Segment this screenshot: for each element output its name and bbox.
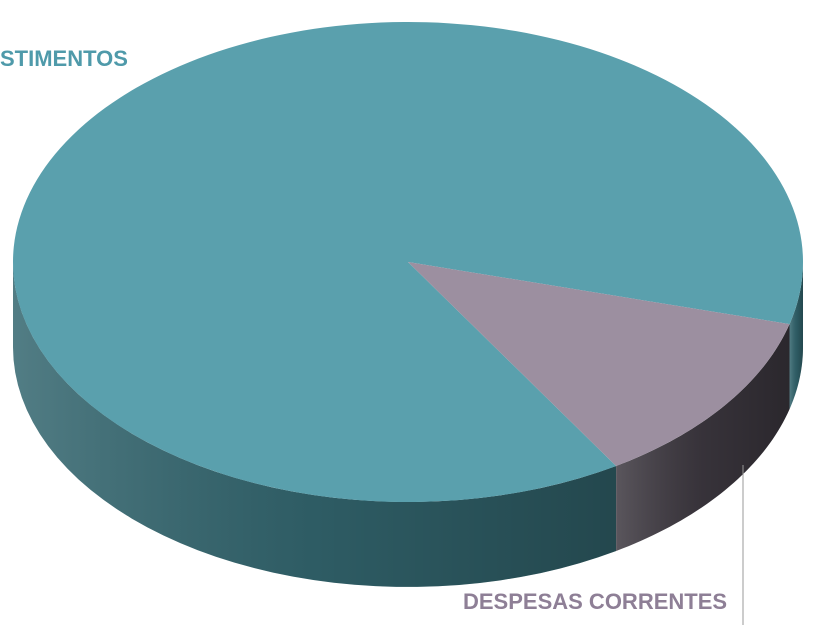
slice-label: DESPESAS CORRENTES: [463, 589, 727, 614]
slice-side-shade: [13, 262, 617, 587]
slice-side-shade: [789, 262, 803, 410]
slice-label: STIMENTOS: [0, 46, 128, 71]
slice-side-shade: [616, 324, 790, 551]
slice: [408, 262, 790, 466]
slice: [12, 21, 804, 502]
pie: [12, 21, 804, 587]
